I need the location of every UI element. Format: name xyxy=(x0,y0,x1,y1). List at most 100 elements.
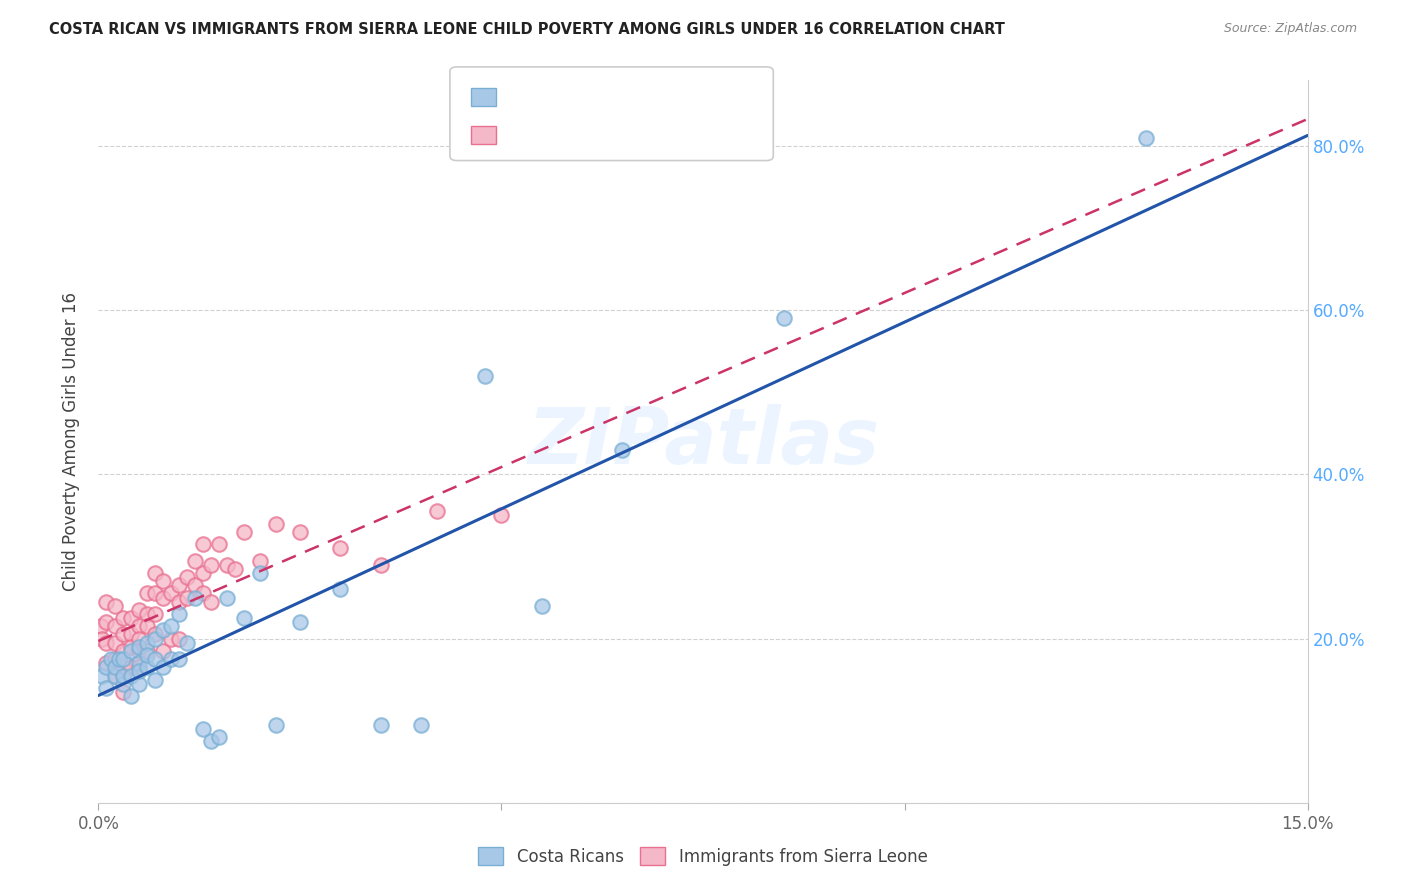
Point xyxy=(288,524,311,539)
Point xyxy=(160,632,183,646)
Point xyxy=(184,591,207,605)
Point xyxy=(167,594,190,608)
Point xyxy=(264,516,287,531)
Text: 47: 47 xyxy=(644,89,666,104)
Point xyxy=(152,574,174,588)
Point xyxy=(103,636,125,650)
Point xyxy=(160,586,183,600)
Text: ZIPatlas: ZIPatlas xyxy=(527,403,879,480)
Point xyxy=(232,524,254,539)
Point xyxy=(103,652,125,666)
Point xyxy=(409,718,432,732)
Point xyxy=(135,648,157,662)
Point xyxy=(152,644,174,658)
Point xyxy=(264,718,287,732)
Text: R =: R = xyxy=(506,89,541,104)
Point xyxy=(111,627,134,641)
Point xyxy=(143,586,166,600)
Point xyxy=(160,652,183,666)
Point xyxy=(91,632,114,646)
Point xyxy=(1135,130,1157,145)
Text: 62: 62 xyxy=(644,128,666,143)
Point xyxy=(128,657,150,671)
Point xyxy=(143,627,166,641)
Point xyxy=(96,594,118,608)
Point xyxy=(288,615,311,630)
Point xyxy=(103,599,125,613)
Point xyxy=(152,660,174,674)
Point xyxy=(167,607,190,621)
Text: N =: N = xyxy=(602,128,648,143)
Point xyxy=(135,644,157,658)
Point xyxy=(120,640,142,654)
Point xyxy=(329,541,352,556)
Point xyxy=(128,632,150,646)
Point xyxy=(111,652,134,666)
Point xyxy=(128,660,150,674)
Point xyxy=(772,311,794,326)
Point xyxy=(120,627,142,641)
Point xyxy=(103,668,125,682)
Point xyxy=(370,718,392,732)
Point xyxy=(96,660,118,674)
Point xyxy=(217,558,239,572)
Point xyxy=(135,619,157,633)
Text: COSTA RICAN VS IMMIGRANTS FROM SIERRA LEONE CHILD POVERTY AMONG GIRLS UNDER 16 C: COSTA RICAN VS IMMIGRANTS FROM SIERRA LE… xyxy=(49,22,1005,37)
Point xyxy=(249,553,271,567)
Point xyxy=(176,570,198,584)
Point xyxy=(111,677,134,691)
Point xyxy=(111,668,134,682)
Point xyxy=(217,591,239,605)
Point xyxy=(128,644,150,658)
Point xyxy=(152,624,174,638)
Legend: Costa Ricans, Immigrants from Sierra Leone: Costa Ricans, Immigrants from Sierra Leo… xyxy=(470,839,936,874)
Point xyxy=(176,591,198,605)
Point xyxy=(329,582,352,597)
Point xyxy=(103,619,125,633)
Point xyxy=(612,442,634,457)
Text: 0.313: 0.313 xyxy=(537,128,588,143)
Point xyxy=(111,644,134,658)
Point xyxy=(184,553,207,567)
Point xyxy=(103,660,125,674)
Point xyxy=(530,599,553,613)
Point xyxy=(96,657,118,671)
Point xyxy=(143,632,166,646)
Point xyxy=(184,578,207,592)
Point xyxy=(120,611,142,625)
Point xyxy=(176,636,198,650)
Point xyxy=(193,537,215,551)
Point xyxy=(167,652,190,666)
Point xyxy=(249,566,271,580)
Point xyxy=(232,611,254,625)
Point xyxy=(193,722,215,736)
Point xyxy=(208,730,231,744)
Point xyxy=(91,668,114,682)
Point xyxy=(103,668,125,682)
Point xyxy=(96,636,118,650)
Point xyxy=(200,594,222,608)
Point xyxy=(96,615,118,630)
Text: Source: ZipAtlas.com: Source: ZipAtlas.com xyxy=(1223,22,1357,36)
Point xyxy=(96,681,118,695)
Point xyxy=(111,660,134,674)
Point xyxy=(370,558,392,572)
Point xyxy=(160,619,183,633)
Point xyxy=(90,619,112,633)
Point xyxy=(100,652,122,666)
Point xyxy=(474,368,496,383)
Point xyxy=(128,640,150,654)
Point xyxy=(193,586,215,600)
Point xyxy=(426,504,449,518)
Point xyxy=(143,607,166,621)
Point xyxy=(208,537,231,551)
Y-axis label: Child Poverty Among Girls Under 16: Child Poverty Among Girls Under 16 xyxy=(62,292,80,591)
Point xyxy=(167,578,190,592)
Point xyxy=(111,668,134,682)
Point xyxy=(128,665,150,679)
Point xyxy=(491,508,513,523)
Point xyxy=(120,689,142,703)
Point xyxy=(152,591,174,605)
Point xyxy=(107,652,129,666)
Point xyxy=(128,603,150,617)
